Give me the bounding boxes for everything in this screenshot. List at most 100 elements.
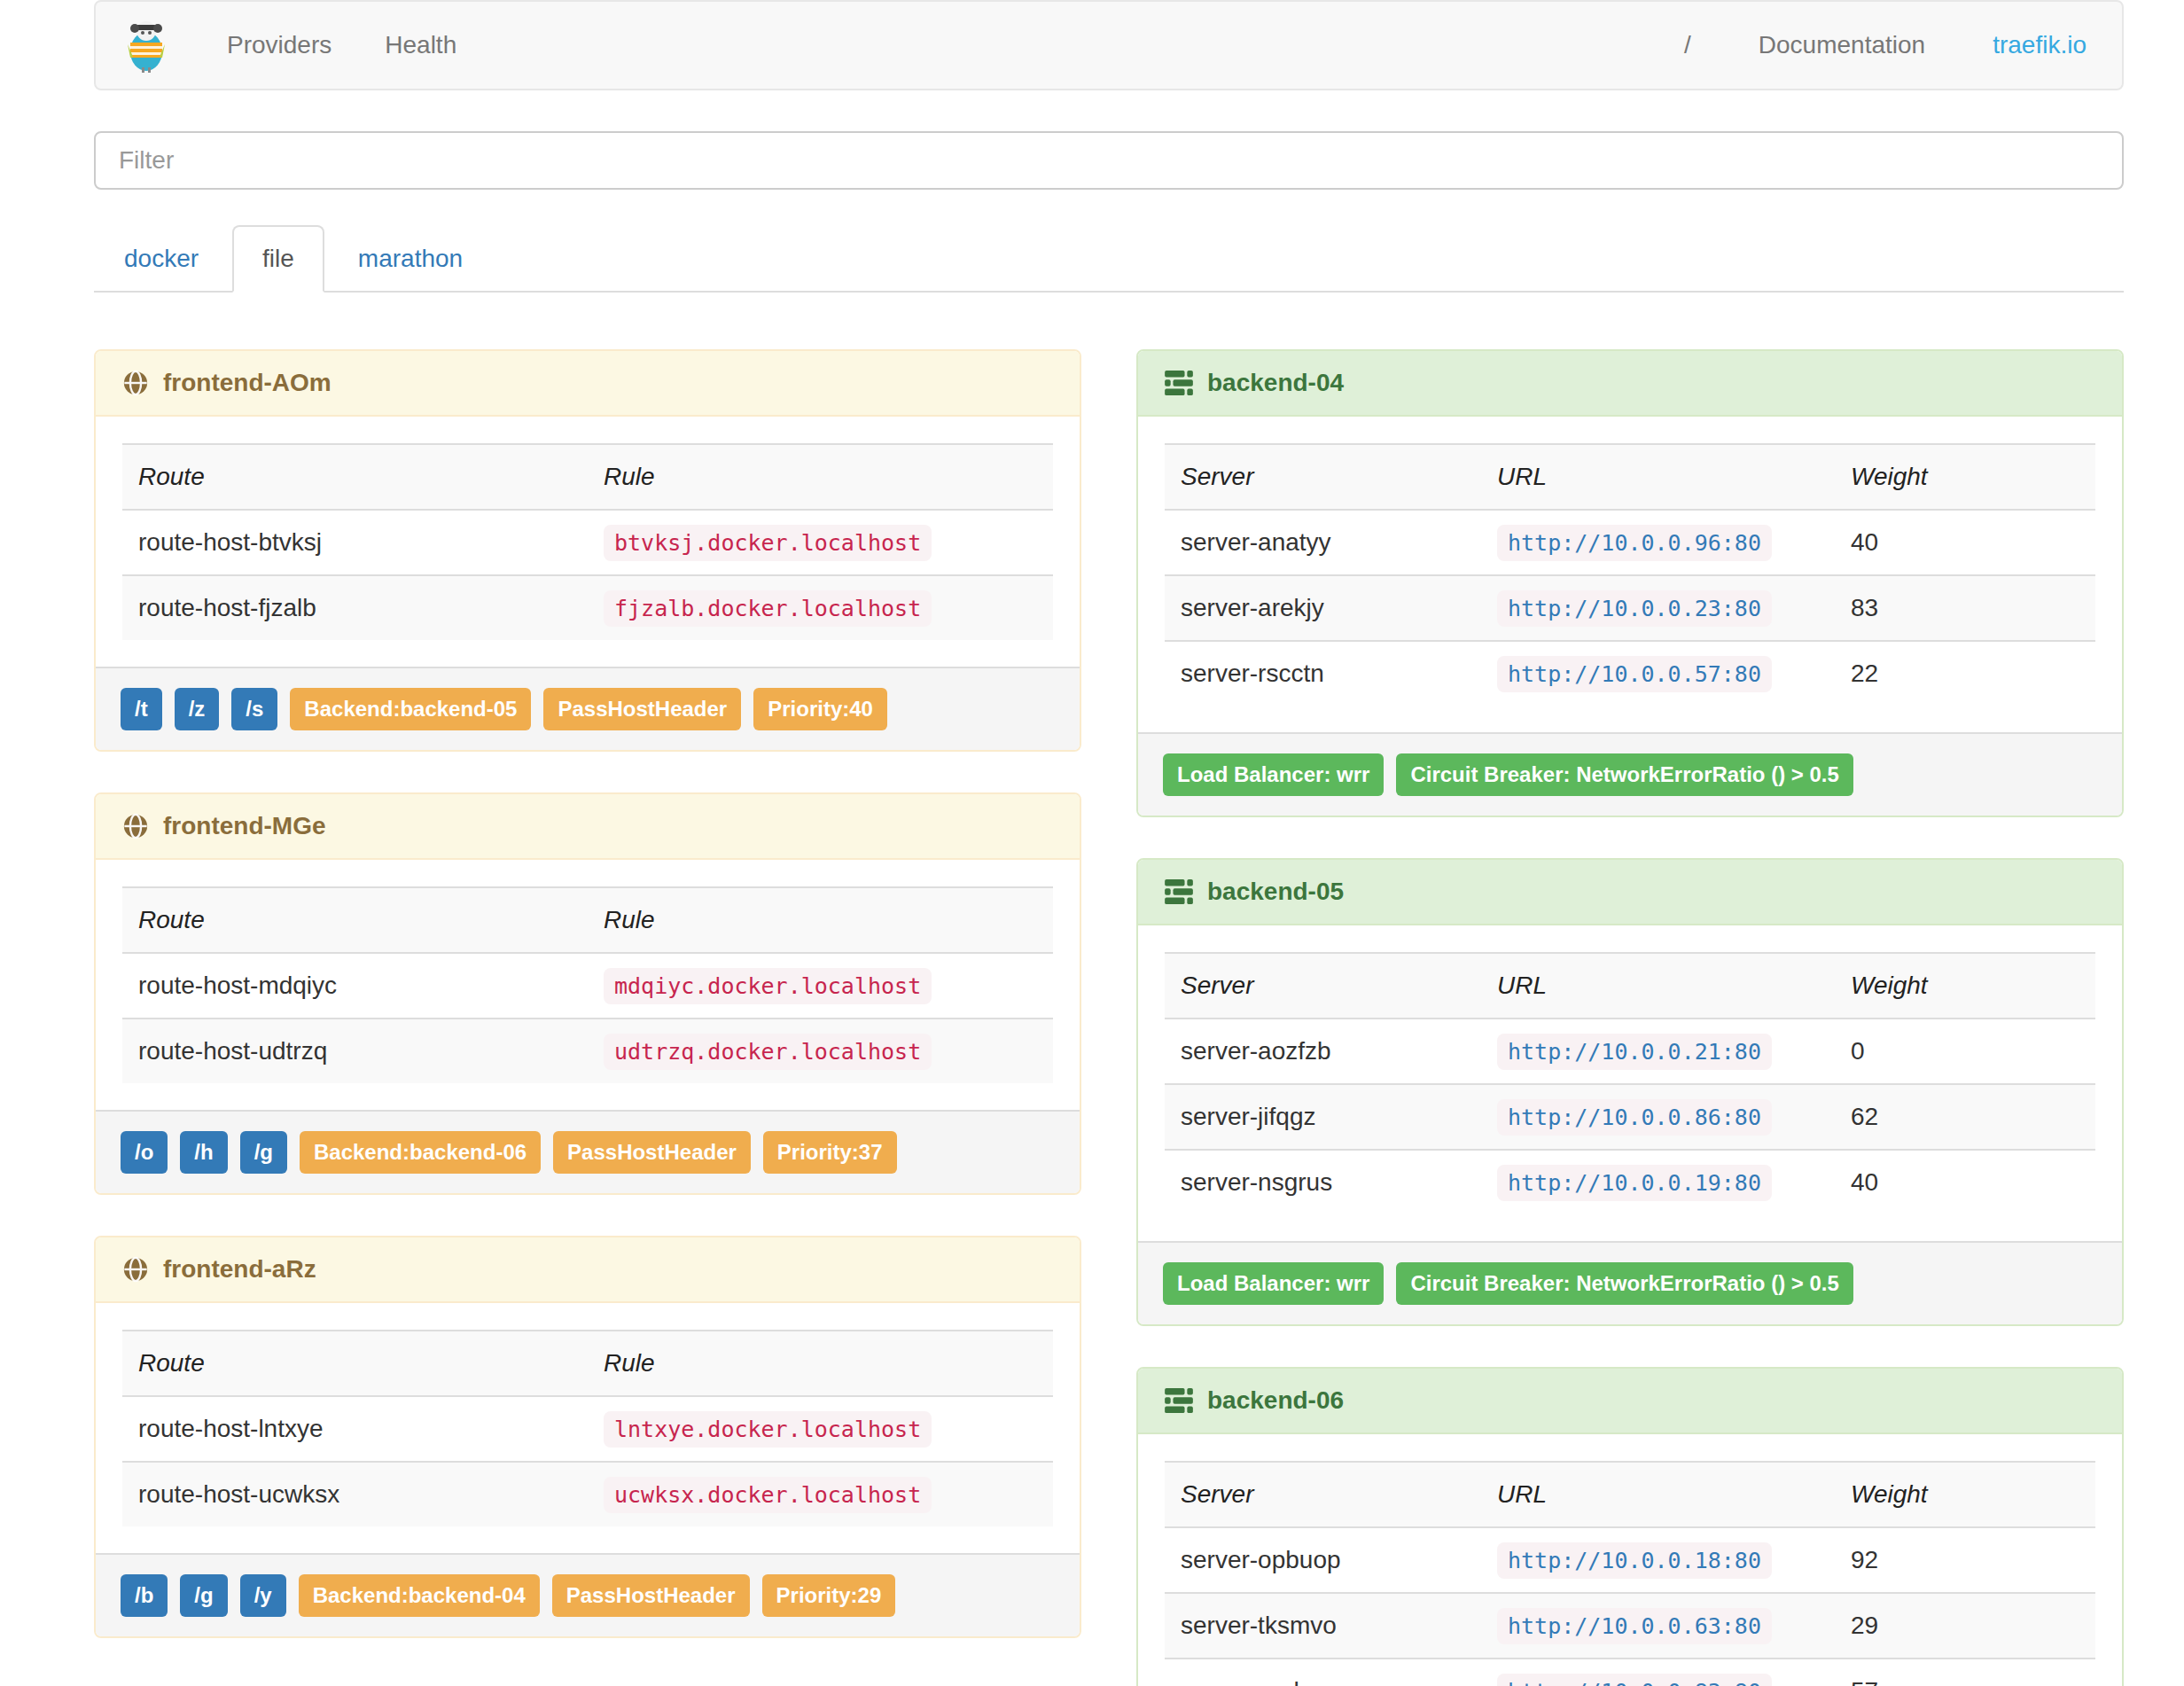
tab-docker[interactable]: docker [94, 225, 229, 293]
table-header-row: RouteRule [122, 887, 1053, 953]
weight-cell: 62 [1835, 1084, 2095, 1150]
globe-icon [122, 813, 149, 839]
backend-setting-badge: Load Balancer: wrr [1163, 753, 1384, 796]
backend-setting-badge: Circuit Breaker: NetworkErrorRatio () > … [1396, 753, 1852, 796]
frontend-setting-badge: Backend:backend-04 [299, 1574, 540, 1617]
url-cell: http://10.0.0.86:80 [1481, 1084, 1835, 1150]
table-row: server-rscctnhttp://10.0.0.57:8022 [1165, 641, 2095, 706]
url-cell: http://10.0.0.63:80 [1481, 1593, 1835, 1659]
table-header: RouteRule [122, 887, 1053, 953]
table-header-row: RouteRule [122, 444, 1053, 510]
frontends-column: frontend-AOmRouteRuleroute-host-btvksjbt… [94, 349, 1081, 1679]
backend-setting-badge: Circuit Breaker: NetworkErrorRatio () > … [1396, 1262, 1852, 1305]
backend-panel-heading: backend-04 [1138, 351, 2122, 417]
frontend-panel-footer: /o/h/gBackend:backend-06PassHostHeaderPr… [96, 1110, 1080, 1193]
backend-panel-footer: Load Balancer: wrr Circuit Breaker: Netwo… [1138, 732, 2122, 816]
weight-cell: 29 [1835, 1593, 2095, 1659]
url-cell: http://10.0.0.57:80 [1481, 641, 1835, 706]
rule-cell: ucwksx.docker.localhost [588, 1462, 1053, 1526]
entrypoint-badge: /h [180, 1131, 227, 1174]
table-row: server-jifqgzhttp://10.0.0.86:8062 [1165, 1084, 2095, 1150]
frontend-setting-badge: Priority:40 [753, 688, 887, 730]
route-cell: route-host-mdqiyc [122, 953, 588, 1019]
table-header-row: RouteRule [122, 1331, 1053, 1396]
column-header-server: Server [1165, 953, 1481, 1019]
route-cell: route-host-lntxye [122, 1396, 588, 1462]
column-header-route: Route [122, 1331, 588, 1396]
server-url-link[interactable]: http://10.0.0.86:80 [1497, 1099, 1772, 1136]
server-icon [1165, 371, 1193, 395]
rule-cell: fjzalb.docker.localhost [588, 575, 1053, 640]
rule-cell: btvksj.docker.localhost [588, 510, 1053, 575]
server-cell: server-arekjy [1165, 575, 1481, 641]
server-url-link[interactable]: http://10.0.0.19:80 [1497, 1165, 1772, 1201]
backend-panel-body: ServerURLWeightserver-anatyy http://10.0.… [1138, 417, 2122, 732]
panel-table: RouteRuleroute-host-btvksjbtvksj.docker.… [122, 443, 1053, 640]
provider-content: frontend-AOmRouteRuleroute-host-btvksjbt… [94, 349, 2124, 1686]
server-url-link[interactable]: http://10.0.0.57:80 [1497, 656, 1772, 692]
column-header-weight: Weight [1835, 953, 2095, 1019]
entrypoint-badge: /s [231, 688, 277, 730]
tab-file[interactable]: file [232, 225, 324, 293]
frontend-panel: frontend-MGeRouteRuleroute-host-mdqiycmd… [94, 792, 1081, 1195]
column-header-url: URL [1481, 444, 1835, 510]
backend-name: backend-06 [1207, 1386, 1344, 1415]
backend-name: backend-04 [1207, 369, 1344, 397]
nav-item-documentation[interactable]: Documentation [1732, 31, 1952, 59]
entrypoint-badge: /o [121, 1131, 168, 1174]
table-row: route-host-fjzalbfjzalb.docker.localhost [122, 575, 1053, 640]
frontend-panel-heading: frontend-MGe [96, 794, 1080, 860]
table-header: ServerURLWeight [1165, 444, 2095, 510]
frontend-panel-footer: /t/z/sBackend:backend-05PassHostHeaderPr… [96, 667, 1080, 750]
rule-code: fjzalb.docker.localhost [604, 590, 932, 627]
filter-input[interactable] [94, 131, 2124, 190]
rule-code: ucwksx.docker.localhost [604, 1477, 932, 1513]
table-row: server-anatyyhttp://10.0.0.96:8040 [1165, 510, 2095, 575]
rule-cell: lntxye.docker.localhost [588, 1396, 1053, 1462]
server-url-link[interactable]: http://10.0.0.96:80 [1497, 525, 1772, 561]
nav-item-traefik-io[interactable]: traefik.io [1993, 31, 2086, 59]
column-header-url: URL [1481, 1462, 1835, 1527]
table-header: RouteRule [122, 1331, 1053, 1396]
nav-item-health[interactable]: Health [358, 31, 483, 59]
column-header-url: URL [1481, 953, 1835, 1019]
entrypoint-badge: /g [180, 1574, 227, 1617]
backend-name: backend-05 [1207, 878, 1344, 906]
weight-cell: 0 [1835, 1019, 2095, 1084]
column-header-rule: Rule [588, 444, 1053, 510]
table-header: ServerURLWeight [1165, 953, 2095, 1019]
server-url-link[interactable]: http://10.0.0.21:80 [1497, 1034, 1772, 1070]
column-header-weight: Weight [1835, 444, 2095, 510]
frontend-name: frontend-aRz [163, 1255, 316, 1284]
traefik-logo[interactable] [122, 18, 170, 73]
page-container: Providers Health / Documentation traefik… [94, 0, 2124, 1686]
server-cell: server-anatyy [1165, 510, 1481, 575]
backend-panel-heading: backend-05 [1138, 860, 2122, 925]
server-url-link[interactable]: http://10.0.0.63:80 [1497, 1608, 1772, 1644]
server-cell: server-nsgrus [1165, 1150, 1481, 1214]
frontend-setting-badge: PassHostHeader [553, 1131, 751, 1174]
nav-item-providers[interactable]: Providers [200, 31, 358, 59]
weight-cell: 83 [1835, 575, 2095, 641]
server-url-link[interactable]: http://10.0.0.18:80 [1497, 1542, 1772, 1579]
table-row: route-host-btvksjbtvksj.docker.localhost [122, 510, 1053, 575]
backend-panel: backend-04 ServerURLWeightserver-anatyy ht… [1136, 349, 2124, 817]
table-row: server-aozfzbhttp://10.0.0.21:800 [1165, 1019, 2095, 1084]
server-icon [1165, 879, 1193, 904]
column-header-weight: Weight [1835, 1462, 2095, 1527]
panel-table: ServerURLWeightserver-aozfzbhttp://10.0.… [1165, 952, 2095, 1214]
server-url-link[interactable]: http://10.0.0.23:80 [1497, 590, 1772, 627]
tab-marathon[interactable]: marathon [328, 225, 493, 293]
table-header: ServerURLWeight [1165, 1462, 2095, 1527]
table-row: server-opbuophttp://10.0.0.18:8092 [1165, 1527, 2095, 1593]
entrypoint-badge: /b [121, 1574, 168, 1617]
weight-cell: 40 [1835, 1150, 2095, 1214]
server-cell: server-rscctn [1165, 641, 1481, 706]
entrypoint-badge: /g [240, 1131, 287, 1174]
frontend-setting-badge: Backend:backend-05 [290, 688, 531, 730]
server-url-link[interactable]: http://10.0.0.83:80 [1497, 1674, 1772, 1686]
table-row: server-updomohttp://10.0.0.83:8057 [1165, 1659, 2095, 1686]
frontend-panel: frontend-AOmRouteRuleroute-host-btvksjbt… [94, 349, 1081, 752]
weight-cell: 92 [1835, 1527, 2095, 1593]
url-cell: http://10.0.0.23:80 [1481, 575, 1835, 641]
